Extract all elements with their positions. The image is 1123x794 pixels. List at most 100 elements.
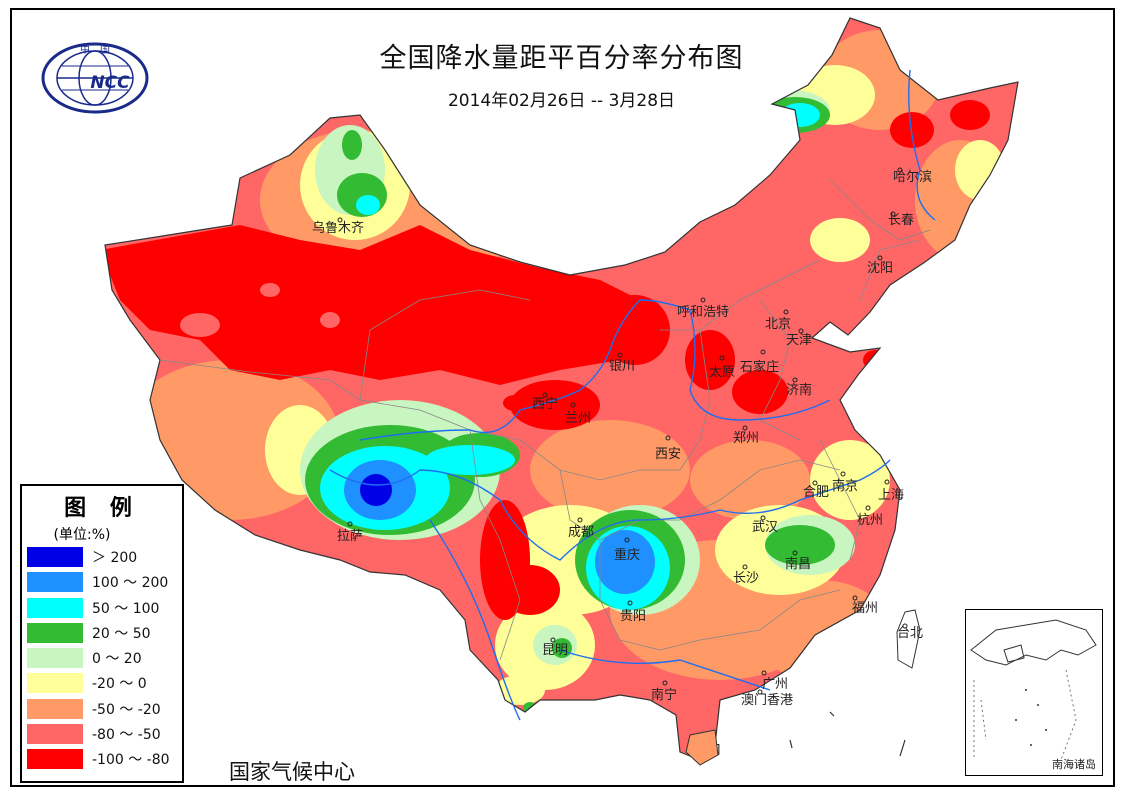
city-hohhot: 呼和浩特 — [677, 297, 729, 320]
svg-text:台北: 台北 — [897, 626, 923, 641]
svg-text:天津: 天津 — [786, 333, 812, 348]
svg-text:成都: 成都 — [568, 525, 594, 540]
city-chongqing: 重庆 — [614, 537, 640, 563]
svg-text:中 国: 中 国 — [80, 43, 110, 56]
inset-map — [970, 619, 1097, 761]
legend-swatch — [27, 622, 83, 643]
legend-label: 20 ～ 50 — [92, 625, 151, 642]
svg-text:银川: 银川 — [609, 359, 635, 374]
taiwan-island — [896, 609, 921, 669]
svg-text:昆明: 昆明 — [542, 643, 568, 658]
svg-text:广州: 广州 — [762, 677, 788, 692]
city-beijing: 北京 — [765, 309, 791, 332]
legend-label: -50 ～ -20 — [92, 701, 161, 718]
legend-unit: (单位:%) — [53, 527, 111, 543]
city-nanchang: 南昌 — [785, 550, 811, 572]
city-shanghai: 上海 — [878, 479, 904, 503]
svg-text:拉萨: 拉萨 — [337, 529, 363, 544]
ncc-globe-logo: 中 国 NCC — [41, 42, 149, 114]
legend-item: -50 ～ -20 — [22, 696, 182, 721]
svg-text:福州: 福州 — [852, 601, 878, 616]
city-zhengzhou: 郑州 — [733, 425, 759, 446]
hainan-island — [685, 729, 719, 766]
city-fuzhou: 福州 — [852, 595, 878, 616]
city-taiyuan: 太原 — [709, 355, 735, 380]
svg-text:杭州: 杭州 — [857, 513, 883, 528]
city-wuhan: 武汉 — [752, 515, 778, 535]
svg-text:贵阳: 贵阳 — [620, 609, 646, 624]
legend-swatch — [27, 547, 83, 567]
legend-label: -20 ～ 0 — [92, 676, 147, 693]
svg-text:石家庄: 石家庄 — [740, 359, 779, 375]
svg-text:武汉: 武汉 — [752, 520, 778, 535]
city-guangzhou: 广州 — [761, 670, 788, 692]
city-guiyang: 贵阳 — [620, 600, 646, 624]
svg-text:兰州: 兰州 — [565, 411, 591, 426]
city-lhasa: 拉萨 — [337, 521, 363, 544]
china-border — [104, 17, 1019, 761]
city-lanzhou: 兰州 — [565, 402, 591, 426]
legend-item: -100 ～ -80 — [22, 746, 182, 771]
svg-text:合肥: 合肥 — [803, 485, 829, 500]
legend-item: 50 ～ 100 — [22, 595, 182, 620]
legend-swatch — [27, 749, 83, 770]
south-china-sea-inset: 南海诸岛 — [965, 609, 1103, 776]
legend-label: 50 ～ 100 — [92, 600, 160, 617]
city-chengdu: 成都 — [568, 517, 594, 540]
legend-item: 20 ～ 50 — [22, 620, 182, 645]
svg-text:西宁: 西宁 — [532, 396, 558, 412]
rivers — [329, 69, 936, 721]
legend-label: -80 ～ -50 — [92, 727, 161, 744]
legend-item: -20 ～ 0 — [22, 670, 182, 695]
organization-name: 国家气候中心 — [229, 760, 355, 784]
svg-text:郑州: 郑州 — [733, 431, 759, 446]
city-xining: 西宁 — [532, 392, 558, 412]
map-title: 全国降水量距平百分率分布图 — [379, 43, 744, 74]
legend-swatch — [27, 648, 83, 669]
city-kunming: 昆明 — [542, 637, 568, 658]
city-taipei: 台北 — [897, 623, 923, 641]
svg-text:呼和浩特: 呼和浩特 — [677, 305, 729, 320]
svg-text:沈阳: 沈阳 — [867, 261, 893, 276]
svg-text:太原: 太原 — [709, 365, 735, 380]
legend-label: ＞ 200 — [92, 550, 138, 566]
city-changsha: 长沙 — [733, 564, 759, 586]
svg-text:长春: 长春 — [888, 213, 914, 228]
city-nanjing: 南京 — [832, 471, 858, 494]
legend-swatch — [27, 724, 83, 745]
city-harbin: 哈尔滨 — [893, 167, 932, 185]
legend-label: -100 ～ -80 — [92, 752, 170, 769]
legend-item: 100 ～ 200 — [22, 569, 182, 594]
city-hefei: 合肥 — [803, 480, 829, 500]
city-hangzhou: 杭州 — [857, 505, 883, 528]
inset-label: 南海诸岛 — [1052, 758, 1096, 771]
legend: 图 例 (单位:%) ＞ 200 100 ～ 200 50 ～ 100 20 ～ 50… — [20, 484, 184, 783]
legend-item: ＞ 200 — [22, 544, 182, 569]
svg-text:澳门香港: 澳门香港 — [741, 692, 793, 708]
legend-items: ＞ 200 100 ～ 200 50 ～ 100 20 ～ 50 0 ～ 20 -20 ～… — [22, 544, 182, 772]
svg-text:南宁: 南宁 — [651, 687, 677, 703]
svg-text:长沙: 长沙 — [733, 571, 759, 586]
svg-text:乌鲁木齐: 乌鲁木齐 — [312, 220, 364, 236]
city-tianjin: 天津 — [786, 328, 812, 348]
city-urumqi: 乌鲁木齐 — [312, 217, 364, 236]
city-changchun: 长春 — [888, 211, 914, 228]
legend-label: 100 ～ 200 — [92, 575, 169, 592]
svg-text:哈尔滨: 哈尔滨 — [893, 169, 932, 185]
svg-text:北京: 北京 — [765, 317, 791, 332]
svg-text:南京: 南京 — [832, 478, 858, 494]
legend-title: 图 例 — [64, 496, 140, 521]
svg-text:NCC: NCC — [90, 73, 130, 93]
city-macau-hk: 澳门香港 — [741, 689, 793, 708]
legend-swatch — [27, 698, 83, 719]
city-jinan: 济南 — [786, 377, 812, 398]
svg-text:上海: 上海 — [878, 488, 904, 503]
precip-field — [105, 18, 1018, 760]
legend-swatch — [27, 572, 83, 593]
map-subtitle: 2014年02月26日 -- 3月28日 — [447, 91, 676, 111]
legend-item: -80 ～ -50 — [22, 721, 182, 746]
legend-item: 0 ～ 20 — [22, 645, 182, 670]
svg-text:西安: 西安 — [655, 447, 681, 462]
city-nanning: 南宁 — [651, 680, 677, 703]
